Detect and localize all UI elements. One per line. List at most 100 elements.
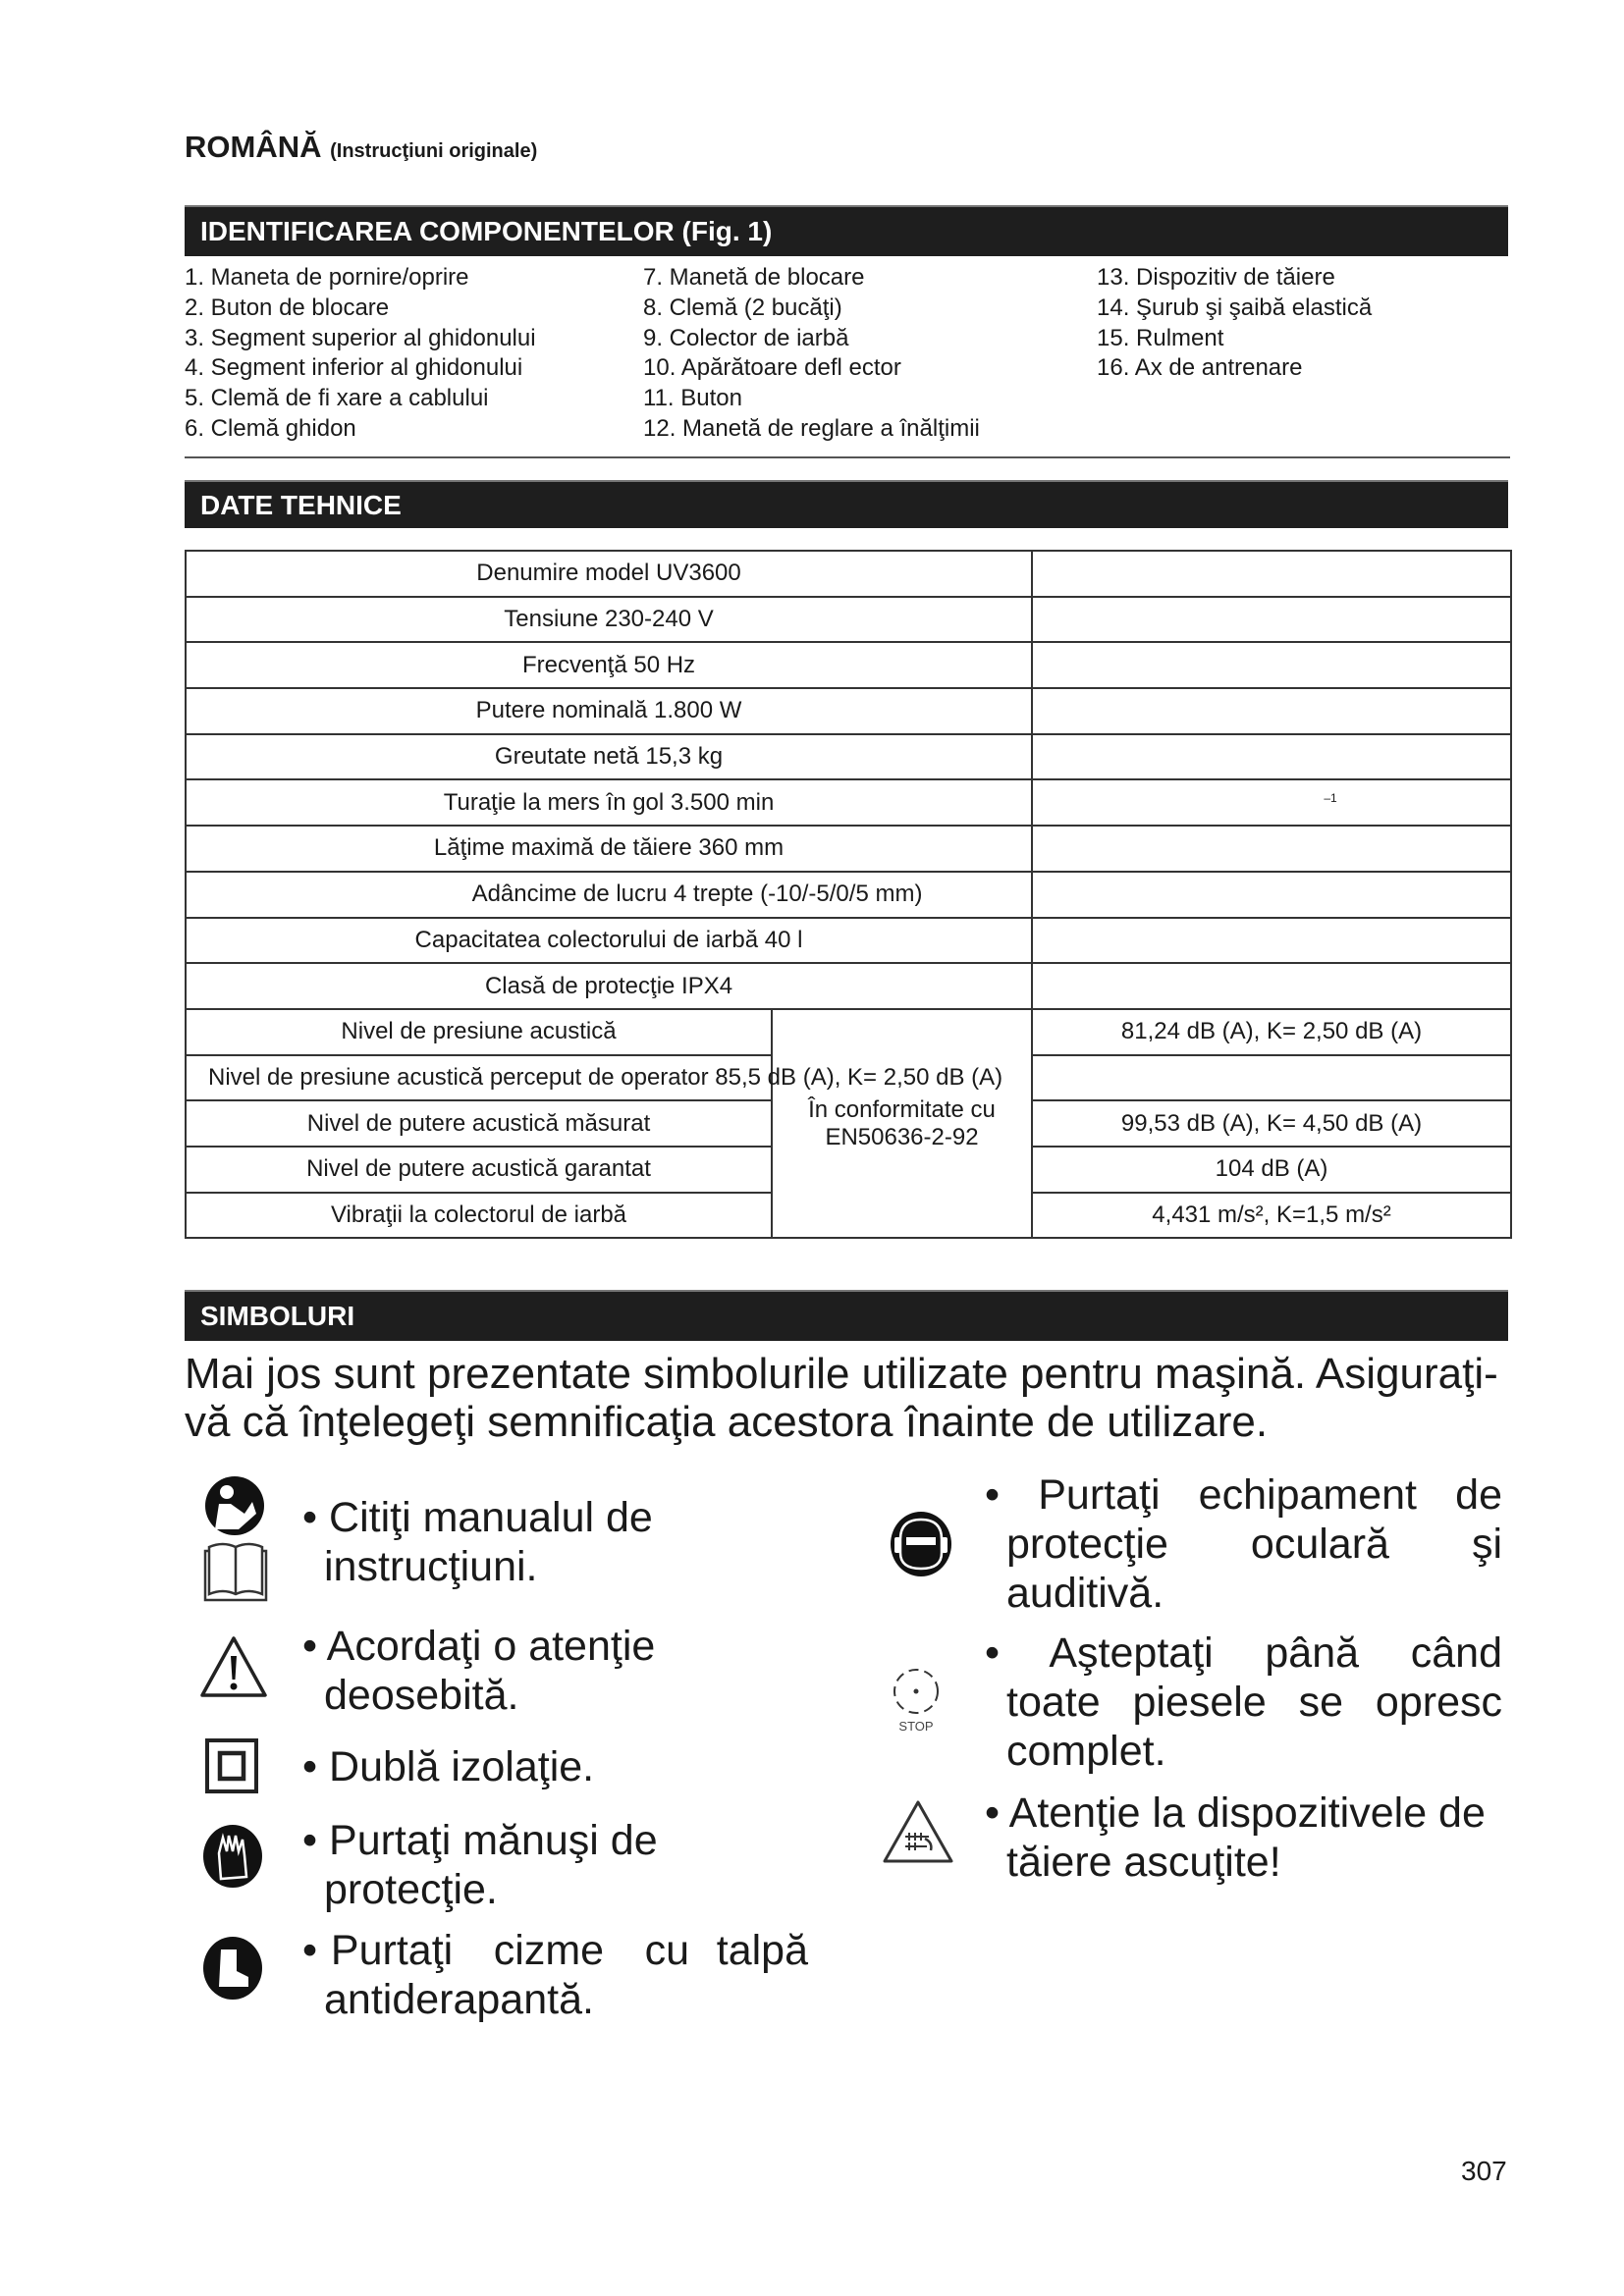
symbol-boots-text: Purtaţi cizme cu talpă antiderapantă.	[302, 1926, 808, 2024]
list-item: 1. Maneta de pornire/oprire	[185, 264, 469, 291]
double-insulation-icon	[205, 1738, 258, 1793]
spec-cell: Frecvenţă 50 Hz	[184, 641, 1034, 690]
symbol-line: antiderapantă.	[324, 1976, 594, 2023]
sharp-blades-icon	[883, 1800, 953, 1863]
page-number: 307	[1461, 2156, 1507, 2186]
symbol-line: Citiţi manualul de	[302, 1493, 653, 1542]
table-row: Greutate netă 15,3 kg	[184, 732, 1513, 781]
symbol-stop-text: Aşteptaţi până când toate piesele se opr…	[985, 1629, 1502, 1776]
list-item: 3. Segment superior al ghidonului	[185, 324, 536, 351]
stop-label: STOP	[898, 1719, 933, 1734]
acoustic-label: Nivel de putere acustică măsurat	[185, 1099, 773, 1148]
specs-section-header: DATE TEHNICE	[185, 480, 1508, 528]
acoustic-value	[1031, 1053, 1513, 1102]
acoustic-value: 99,53 dB (A), K= 4,50 dB (A)	[1031, 1099, 1513, 1148]
list-item: 4. Segment inferior al ghidonului	[185, 354, 523, 382]
table-row: Vibraţii la colectorul de iarbă 4,431 m/…	[185, 1191, 1513, 1240]
components-list-col2: 7. Manetă de blocare 8. Clemă (2 bucăţi)…	[643, 263, 980, 445]
warning-icon	[200, 1636, 267, 1697]
spec-cell: Turaţie la mers în gol 3.500 min	[184, 778, 1034, 828]
symbol-sharp-blades-text: Atenţie la dispozitivele de tăiere ascuţ…	[985, 1789, 1486, 1887]
spec-cell: Capacitatea colectorului de iarbă 40 l	[184, 916, 1034, 965]
intro-line: Mai jos sunt prezentate simbolurile util…	[185, 1350, 1498, 1398]
boots-icon	[203, 1937, 262, 2000]
intro-line: vă că înţelegeţi semnificaţia acestora î…	[185, 1398, 1269, 1446]
symbol-line: auditivă.	[1006, 1570, 1164, 1617]
list-item: 13. Dispozitiv de tăiere	[1097, 264, 1335, 291]
list-item: 6. Clemă ghidon	[185, 414, 356, 442]
divider	[185, 456, 1510, 458]
list-item: 16. Ax de antrenare	[1097, 354, 1303, 382]
list-item: 2. Buton de blocare	[185, 294, 390, 321]
symbol-line: protecţie.	[324, 1866, 498, 1913]
conformity-line2: EN50636-2-92	[825, 1123, 979, 1150]
table-row: Adâncime de lucru 4 trepte (-10/-5/0/5 m…	[184, 870, 1513, 919]
conformity-cell: În conformitate cu EN50636-2-92	[770, 1007, 1034, 1240]
table-row: Frecvenţă 50 Hz	[184, 641, 1513, 690]
table-row: Clasă de protecţie IPX4	[184, 962, 1513, 1010]
symbols-section-header: SIMBOLURI	[185, 1290, 1508, 1341]
list-item: 10. Apărătoare defl ector	[643, 354, 901, 382]
table-row: Tensiune 230-240 V	[184, 595, 1513, 644]
symbol-read-manual-text: Citiţi manualul de instrucţiuni.	[302, 1493, 653, 1591]
symbol-line: Acordaţi o atenţie	[302, 1622, 656, 1671]
language-subtitle: (Instrucţiuni originale)	[330, 140, 538, 162]
symbol-line: Purtaţi mănuşi de	[302, 1816, 658, 1865]
table-row: Turaţie la mers în gol 3.500 min –1	[184, 778, 1513, 828]
list-item: 11. Buton	[643, 385, 742, 412]
symbol-line: Atenţie la dispozitivele de	[985, 1789, 1486, 1838]
symbol-line: Purtaţi echipament de	[985, 1470, 1502, 1520]
symbol-line: tăiere ascuţite!	[1006, 1839, 1281, 1886]
symbol-line: toate piesele se opresc	[1006, 1679, 1502, 1726]
spec-cell: Adâncime de lucru 4 trepte (-10/-5/0/5 m…	[184, 870, 1034, 919]
language-title: ROMÂNĂ	[185, 130, 322, 164]
components-list-col3: 13. Dispozitiv de tăiere 14. Şurub şi şa…	[1097, 263, 1372, 384]
list-item: 14. Şurub şi şaibă elastică	[1097, 294, 1373, 321]
list-item: 9. Colector de iarbă	[643, 324, 849, 351]
list-item: 15. Rulment	[1097, 324, 1224, 351]
components-list-col1: 1. Maneta de pornire/oprire 2. Buton de …	[185, 263, 536, 445]
stop-rotation-icon: STOP	[893, 1669, 939, 1734]
list-item: 8. Clemă (2 bucăţi)	[643, 294, 842, 321]
table-row: Nivel de presiune acustică În conformita…	[185, 1007, 1513, 1240]
acoustic-label: Nivel de putere acustică garantat	[185, 1145, 773, 1194]
table-row: Putere nominală 1.800 W	[184, 687, 1513, 735]
symbol-double-insulation-text: Dublă izolaţie.	[302, 1742, 594, 1791]
spec-cell: Denumire model UV3600	[184, 550, 1034, 598]
table-row: Nivel de presiune acustică perceput de o…	[185, 1053, 1513, 1102]
table-row: Lăţime maximă de tăiere 360 mm	[184, 825, 1513, 873]
symbol-eye-ear-text: Purtaţi echipament de protecţie oculară …	[985, 1470, 1502, 1618]
rpm-exponent: –1	[1324, 790, 1337, 805]
page-language-header: ROMÂNĂ (Instrucţiuni originale)	[185, 130, 537, 165]
operator-pressure-text: Nivel de presiune acustică perceput de o…	[208, 1063, 1003, 1091]
eye-ear-protection-icon	[891, 1512, 951, 1576]
list-item: 7. Manetă de blocare	[643, 264, 865, 291]
table-row: Denumire model UV3600	[184, 550, 1513, 598]
symbol-line: protecţie oculară şi	[1006, 1521, 1502, 1568]
symbol-line: Purtaţi cizme cu talpă	[302, 1926, 808, 1975]
spec-cell: Greutate netă 15,3 kg	[184, 732, 1034, 781]
specs-table: Denumire model UV3600 Tensiune 230-240 V…	[184, 550, 1513, 1240]
acoustic-value: 4,431 m/s², K=1,5 m/s²	[1031, 1191, 1513, 1240]
conformity-line1: În conformitate cu	[808, 1095, 996, 1123]
read-manual-icon	[203, 1476, 268, 1602]
list-item: 12. Manetă de reglare a înălţimii	[643, 414, 980, 442]
acoustic-label: Nivel de presiune acustică	[185, 1007, 773, 1056]
symbol-line: instrucţiuni.	[324, 1543, 538, 1590]
components-section-header: IDENTIFICAREA COMPONENTELOR (Fig. 1)	[185, 205, 1508, 256]
symbol-warning-text: Acordaţi o atenţie deosebită.	[302, 1622, 655, 1720]
symbols-intro: Mai jos sunt prezentate simbolurile util…	[185, 1350, 1530, 1446]
spec-cell: Lăţime maximă de tăiere 360 mm	[184, 825, 1034, 873]
symbol-gloves-text: Purtaţi mănuşi de protecţie.	[302, 1816, 658, 1914]
symbol-line: Dublă izolaţie.	[302, 1742, 594, 1791]
table-row: Nivel de putere acustică garantat 104 dB…	[185, 1145, 1513, 1194]
spec-cell: Clasă de protecţie IPX4	[184, 962, 1034, 1010]
symbol-line: Aşteptaţi până când	[985, 1629, 1502, 1678]
symbol-line: deosebită.	[324, 1672, 519, 1719]
acoustic-value: 104 dB (A)	[1031, 1145, 1513, 1194]
symbol-line: complet.	[1006, 1728, 1166, 1775]
acoustic-label: Vibraţii la colectorul de iarbă	[185, 1191, 773, 1240]
table-row: Nivel de putere acustică măsurat 99,53 d…	[185, 1099, 1513, 1148]
acoustic-label: Nivel de presiune acustică perceput de o…	[185, 1053, 1002, 1102]
list-item: 5. Clemă de fi xare a cablului	[185, 385, 489, 412]
